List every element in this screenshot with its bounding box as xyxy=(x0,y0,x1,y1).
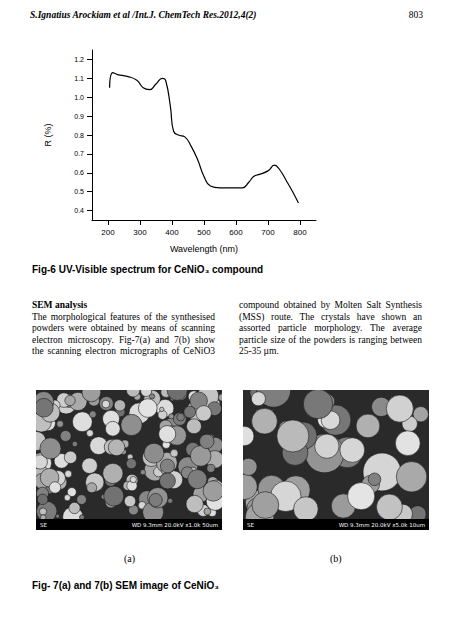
html-text:803: 803 xyxy=(408,10,423,20)
svg-text:1.0: 1.0 xyxy=(74,94,84,101)
svg-text:0.7: 0.7 xyxy=(74,150,84,157)
html-text:Fig- 7(a) and 7(b) SEM image o: Fig- 7(a) and 7(b) SEM image of CeNiO₃ xyxy=(32,580,219,591)
html-text:Fig-6 UV-Visible spectrum for: Fig-6 UV-Visible spectrum for CeNiO₃ com… xyxy=(32,264,264,275)
svg-text:800: 800 xyxy=(293,228,307,237)
svg-text:SE: SE xyxy=(40,522,47,528)
html-text:S.Ignatius Arockiam et al /Int: S.Ignatius Arockiam et al /Int.J. ChemTe… xyxy=(30,10,257,20)
svg-text:Wavelength (nm): Wavelength (nm) xyxy=(170,244,238,254)
svg-text:200: 200 xyxy=(101,228,115,237)
svg-text:1.1: 1.1 xyxy=(74,75,84,82)
svg-text:300: 300 xyxy=(133,228,147,237)
svg-text:R (%): R (%) xyxy=(43,124,53,147)
svg-text:500: 500 xyxy=(197,228,211,237)
svg-text:400: 400 xyxy=(165,228,179,237)
svg-text:WD 9.3mm 20.0kV x5.0k 10um: WD 9.3mm 20.0kV x5.0k 10um xyxy=(339,522,425,528)
svg-text:SE: SE xyxy=(247,522,254,528)
html-text:(a): (a) xyxy=(124,553,136,564)
svg-text:0.9: 0.9 xyxy=(74,113,84,120)
svg-text:1.2: 1.2 xyxy=(74,56,84,63)
svg-text:600: 600 xyxy=(229,228,243,237)
svg-text:700: 700 xyxy=(261,228,275,237)
svg-text:0.4: 0.4 xyxy=(74,207,84,214)
svg-text:WD 9.3mm 20.0kV x1.0k 50um: WD 9.3mm 20.0kV x1.0k 50um xyxy=(132,522,218,528)
svg-text:0.5: 0.5 xyxy=(74,188,84,195)
html-text:(b): (b) xyxy=(330,553,342,564)
html-text:The morphological features of: The morphological features of the synthe… xyxy=(32,300,422,356)
html-text:SEM analysis: SEM analysis xyxy=(32,300,88,310)
svg-text:0.6: 0.6 xyxy=(74,169,84,176)
svg-text:0.8: 0.8 xyxy=(74,132,84,139)
